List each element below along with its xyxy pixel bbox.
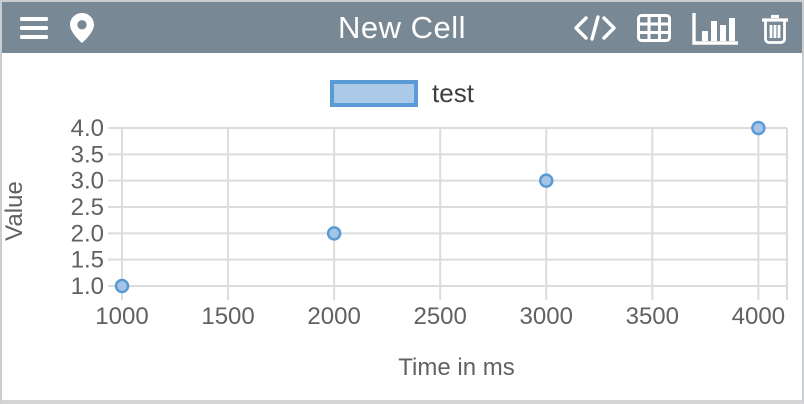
- x-tick-label: 3500: [626, 303, 679, 330]
- x-tick-label: 1500: [201, 303, 254, 330]
- x-tick-label: 4000: [732, 303, 785, 330]
- y-axis-title: Value: [1, 181, 28, 241]
- y-tick-label: 3.5: [71, 141, 104, 168]
- x-tick-label: 2000: [307, 303, 360, 330]
- legend-swatch-test: [330, 79, 419, 107]
- y-tick-label: 2.0: [71, 220, 104, 247]
- code-icon[interactable]: [574, 14, 616, 42]
- data-point[interactable]: [326, 226, 342, 241]
- y-tick-label: 4.0: [71, 115, 104, 142]
- legend-label: test: [432, 77, 474, 108]
- data-point[interactable]: [751, 120, 766, 136]
- menu-icon[interactable]: [20, 16, 48, 39]
- x-tick-label: 2500: [413, 303, 466, 330]
- y-tick-label: 3.0: [71, 168, 104, 195]
- x-axis-title: Time in ms: [398, 354, 515, 381]
- bar-chart-icon[interactable]: [692, 11, 740, 45]
- data-point[interactable]: [538, 173, 554, 188]
- y-tick-label: 2.5: [71, 194, 104, 221]
- location-pin-icon[interactable]: [70, 12, 94, 43]
- trash-icon[interactable]: [761, 12, 789, 44]
- x-tick-label: 1000: [95, 303, 148, 330]
- chart-legend: test: [2, 78, 802, 108]
- y-tick-label: 1.0: [71, 273, 104, 300]
- x-tick-label: 3000: [520, 303, 573, 330]
- data-point[interactable]: [114, 278, 130, 294]
- table-icon[interactable]: [637, 13, 671, 42]
- y-tick-label: 1.5: [71, 247, 104, 274]
